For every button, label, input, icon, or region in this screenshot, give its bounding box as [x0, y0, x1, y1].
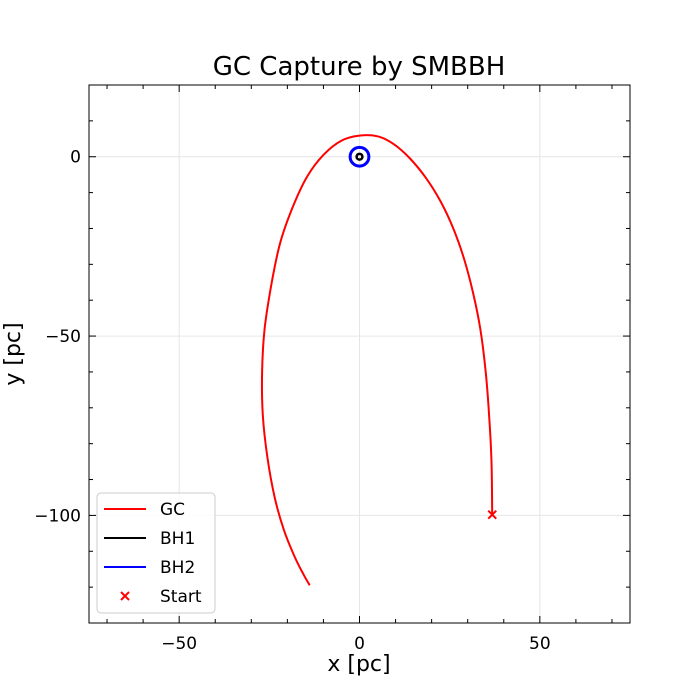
plot-frame [88, 84, 631, 624]
legend-label: GC [160, 500, 185, 520]
chart-title: GC Capture by SMBBH [213, 52, 506, 82]
series-gc-trajectory [260, 134, 494, 586]
series-bh1-orbit [355, 152, 364, 161]
series-layer [260, 134, 497, 586]
x-axis-label: x [pc] [327, 652, 390, 677]
x-tick-labels: −50 0 50 [161, 634, 550, 654]
start-marker [487, 509, 497, 520]
x-tick-label: 0 [354, 634, 365, 654]
y-tick-labels: 0 −50 −100 [34, 148, 81, 527]
y-tick-label: 0 [70, 148, 81, 168]
legend: GC BH1 BH2 Start [96, 492, 216, 614]
legend-label: BH1 [160, 529, 195, 549]
legend-label: Start [160, 587, 202, 607]
legend-label: BH2 [160, 558, 195, 578]
grid [89, 85, 630, 623]
legend-item-bh1: BH1 [104, 529, 195, 549]
series-bh2-orbit [348, 145, 371, 168]
legend-marker [120, 591, 130, 601]
x-tick-label: 50 [529, 634, 551, 654]
y-axis-label: y [pc] [1, 322, 26, 385]
legend-item-start: Start [120, 587, 202, 607]
legend-item-gc: GC [104, 500, 185, 520]
minor-ticks [89, 84, 630, 624]
start-marker-stroke [487, 509, 497, 520]
y-tick-label: −100 [34, 506, 81, 526]
y-tick-label: −50 [45, 327, 81, 347]
legend-item-bh2: BH2 [104, 558, 195, 578]
major-ticks [89, 85, 630, 623]
legend-frame [96, 492, 216, 614]
x-tick-label: −50 [161, 634, 197, 654]
